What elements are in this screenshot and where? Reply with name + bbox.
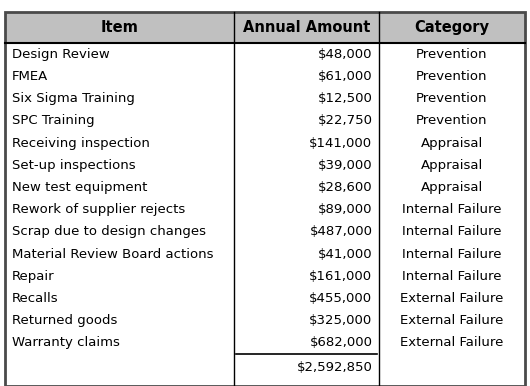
Text: Appraisal: Appraisal <box>421 137 483 150</box>
Text: External Failure: External Failure <box>400 336 503 349</box>
Text: $89,000: $89,000 <box>318 203 373 216</box>
Text: External Failure: External Failure <box>400 292 503 305</box>
Text: Prevention: Prevention <box>416 114 488 127</box>
Text: Receiving inspection: Receiving inspection <box>12 137 150 150</box>
Text: Returned goods: Returned goods <box>12 314 118 327</box>
Text: $39,000: $39,000 <box>318 159 373 172</box>
Text: $48,000: $48,000 <box>318 48 373 61</box>
Text: Internal Failure: Internal Failure <box>402 203 502 216</box>
Text: $141,000: $141,000 <box>309 137 373 150</box>
Text: Material Review Board actions: Material Review Board actions <box>12 247 214 261</box>
Text: FMEA: FMEA <box>12 70 48 83</box>
Text: $28,600: $28,600 <box>318 181 373 194</box>
Text: $22,750: $22,750 <box>317 114 373 127</box>
Text: $2,592,850: $2,592,850 <box>296 361 373 374</box>
Text: Set-up inspections: Set-up inspections <box>12 159 136 172</box>
Text: Prevention: Prevention <box>416 48 488 61</box>
Text: Recalls: Recalls <box>12 292 59 305</box>
Bar <box>5 12 525 43</box>
Text: Annual Amount: Annual Amount <box>243 20 370 35</box>
Text: Scrap due to design changes: Scrap due to design changes <box>12 225 206 239</box>
Text: $325,000: $325,000 <box>309 314 373 327</box>
Text: Prevention: Prevention <box>416 70 488 83</box>
Text: Internal Failure: Internal Failure <box>402 247 502 261</box>
Text: Warranty claims: Warranty claims <box>12 336 120 349</box>
Text: $61,000: $61,000 <box>318 70 373 83</box>
Text: New test equipment: New test equipment <box>12 181 147 194</box>
Text: SPC Training: SPC Training <box>12 114 95 127</box>
Text: Internal Failure: Internal Failure <box>402 270 502 283</box>
Text: Category: Category <box>414 20 490 35</box>
Text: $41,000: $41,000 <box>318 247 373 261</box>
Text: Repair: Repair <box>12 270 55 283</box>
Text: Rework of supplier rejects: Rework of supplier rejects <box>12 203 185 216</box>
Text: $682,000: $682,000 <box>310 336 373 349</box>
Text: $161,000: $161,000 <box>309 270 373 283</box>
Text: Prevention: Prevention <box>416 92 488 105</box>
Text: Appraisal: Appraisal <box>421 181 483 194</box>
Text: Six Sigma Training: Six Sigma Training <box>12 92 135 105</box>
Text: $487,000: $487,000 <box>310 225 373 239</box>
Text: $455,000: $455,000 <box>309 292 373 305</box>
Text: $12,500: $12,500 <box>317 92 373 105</box>
Text: Appraisal: Appraisal <box>421 159 483 172</box>
Text: Design Review: Design Review <box>12 48 110 61</box>
Text: Internal Failure: Internal Failure <box>402 225 502 239</box>
Text: External Failure: External Failure <box>400 314 503 327</box>
Text: Item: Item <box>101 20 138 35</box>
